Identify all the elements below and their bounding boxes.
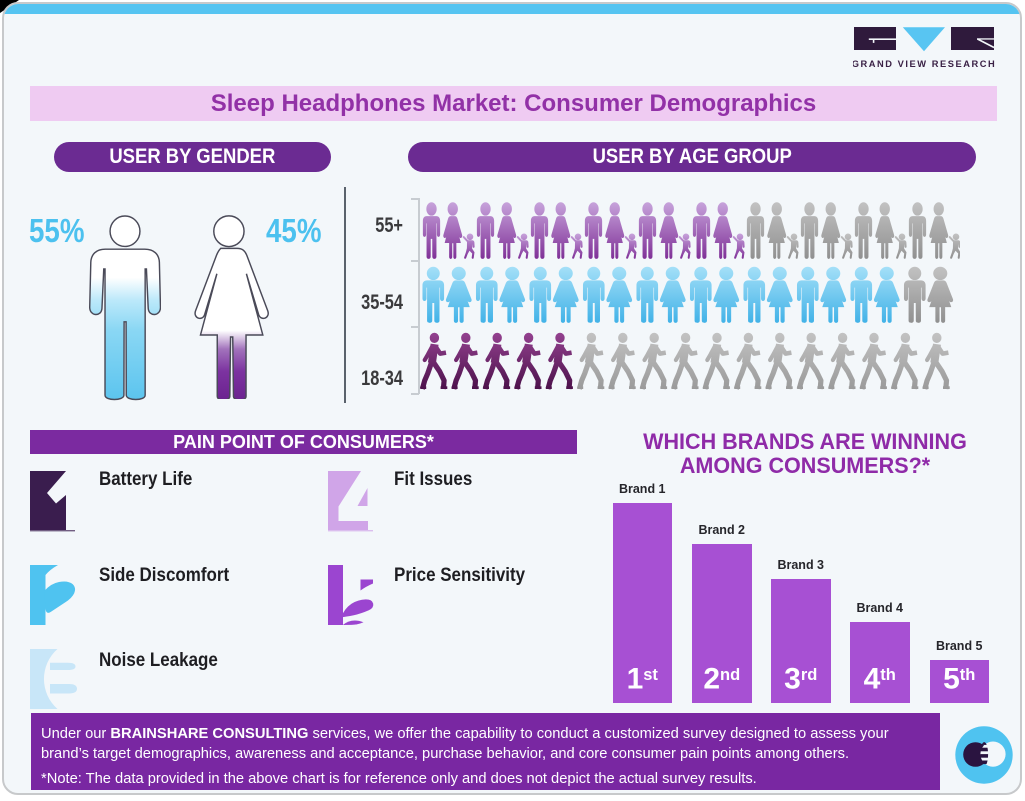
- svg-text:GRAND VIEW RESEARCH: GRAND VIEW RESEARCH: [853, 59, 996, 69]
